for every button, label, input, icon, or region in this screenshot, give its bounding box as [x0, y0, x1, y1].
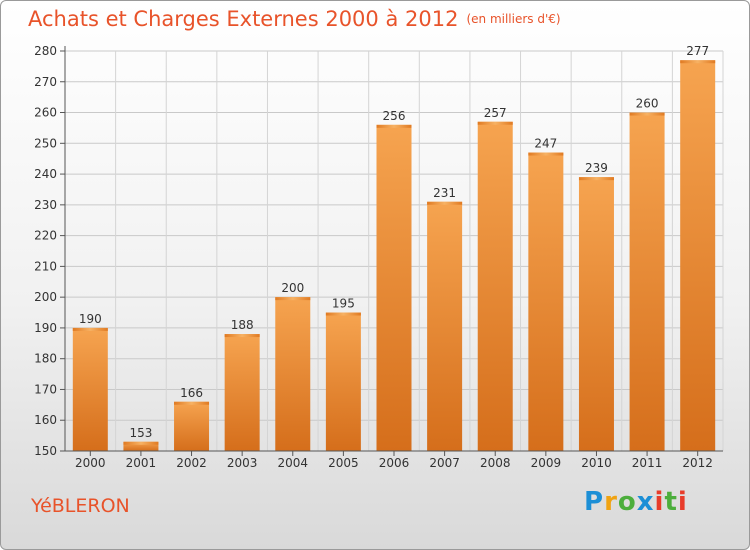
- logo-letter: x: [636, 487, 655, 517]
- y-tick-label: 160: [34, 413, 57, 427]
- bar: [72, 327, 108, 451]
- y-tick-label: 280: [34, 44, 57, 58]
- y-tick-label: 260: [34, 106, 57, 120]
- data-label: 247: [534, 137, 557, 151]
- data-label: 153: [129, 426, 152, 440]
- bar-cap: [325, 312, 361, 316]
- bar: [578, 177, 614, 451]
- x-tick-label: 2005: [328, 456, 359, 470]
- y-tick-label: 150: [34, 444, 57, 458]
- x-tick-label: 2004: [277, 456, 308, 470]
- y-tick-label: 240: [34, 167, 57, 181]
- x-tick-label: 2001: [126, 456, 157, 470]
- bar-cap: [72, 327, 108, 331]
- bar: [427, 201, 463, 451]
- y-tick-label: 220: [34, 229, 57, 243]
- proxiti-logo: Proxiti: [584, 487, 688, 517]
- bar-cap: [174, 401, 210, 405]
- y-tick-label: 270: [34, 75, 57, 89]
- x-tick-label: 2012: [682, 456, 713, 470]
- y-tick-label: 180: [34, 352, 57, 366]
- bar: [224, 334, 260, 451]
- chart-unit: (en milliers d'€): [466, 12, 561, 26]
- bar-cap: [578, 177, 614, 181]
- data-label: 260: [636, 97, 659, 111]
- data-label: 231: [433, 186, 456, 200]
- logo-letter: o: [617, 487, 637, 517]
- bar-cap: [680, 60, 716, 64]
- data-label: 166: [180, 386, 203, 400]
- chart-title: Achats et Charges Externes 2000 à 2012 (e…: [28, 7, 561, 31]
- y-tick-label: 250: [34, 136, 57, 150]
- bar: [680, 60, 716, 451]
- y-tick-label: 210: [34, 259, 57, 273]
- data-label: 190: [79, 312, 102, 326]
- data-label: 277: [686, 44, 709, 58]
- x-tick-label: 2002: [176, 456, 207, 470]
- data-label: 256: [383, 109, 406, 123]
- bars: [72, 60, 716, 452]
- bar: [376, 124, 412, 451]
- x-tick-label: 2007: [429, 456, 460, 470]
- logo-letter: P: [584, 487, 605, 517]
- data-label: 200: [281, 281, 304, 295]
- logo-letter: i: [677, 487, 688, 517]
- x-tick-label: 2010: [581, 456, 612, 470]
- data-label: 188: [231, 318, 254, 332]
- x-tick-label: 2000: [75, 456, 106, 470]
- bar-cap: [123, 441, 159, 445]
- x-tick-label: 2009: [531, 456, 562, 470]
- bar: [174, 401, 210, 451]
- bar-cap: [528, 152, 564, 156]
- data-label: 195: [332, 297, 355, 311]
- logo-letter: i: [654, 487, 665, 517]
- bar-cap: [477, 121, 513, 125]
- bar-cap: [275, 297, 311, 301]
- bar: [325, 312, 361, 451]
- x-tick-label: 2008: [480, 456, 511, 470]
- bar-cap: [376, 124, 412, 128]
- x-tick-label: 2003: [227, 456, 258, 470]
- bar: [275, 297, 311, 451]
- labels: 150 160 170 180 190 200 210 220 230 240 250 260 270 2…: [34, 44, 713, 470]
- bar-cap: [629, 112, 665, 116]
- logo-letter: t: [664, 487, 678, 517]
- bar: [528, 152, 564, 452]
- x-tick-label: 2006: [379, 456, 410, 470]
- bar: [629, 112, 665, 452]
- data-label: 239: [585, 161, 608, 175]
- chart-title-text: Achats et Charges Externes 2000 à 2012: [28, 7, 459, 31]
- bar-cap: [224, 334, 260, 338]
- y-tick-label: 190: [34, 321, 57, 335]
- x-tick-label: 2011: [632, 456, 663, 470]
- logo-letter: r: [604, 487, 618, 517]
- place-name: YéBLERON: [31, 495, 130, 517]
- y-tick-label: 200: [34, 290, 57, 304]
- y-tick-label: 170: [34, 382, 57, 396]
- bar-cap: [427, 201, 463, 205]
- bar: [123, 441, 159, 451]
- y-tick-label: 230: [34, 198, 57, 212]
- bar: [477, 121, 513, 452]
- data-label: 257: [484, 106, 507, 120]
- axes: [60, 46, 723, 456]
